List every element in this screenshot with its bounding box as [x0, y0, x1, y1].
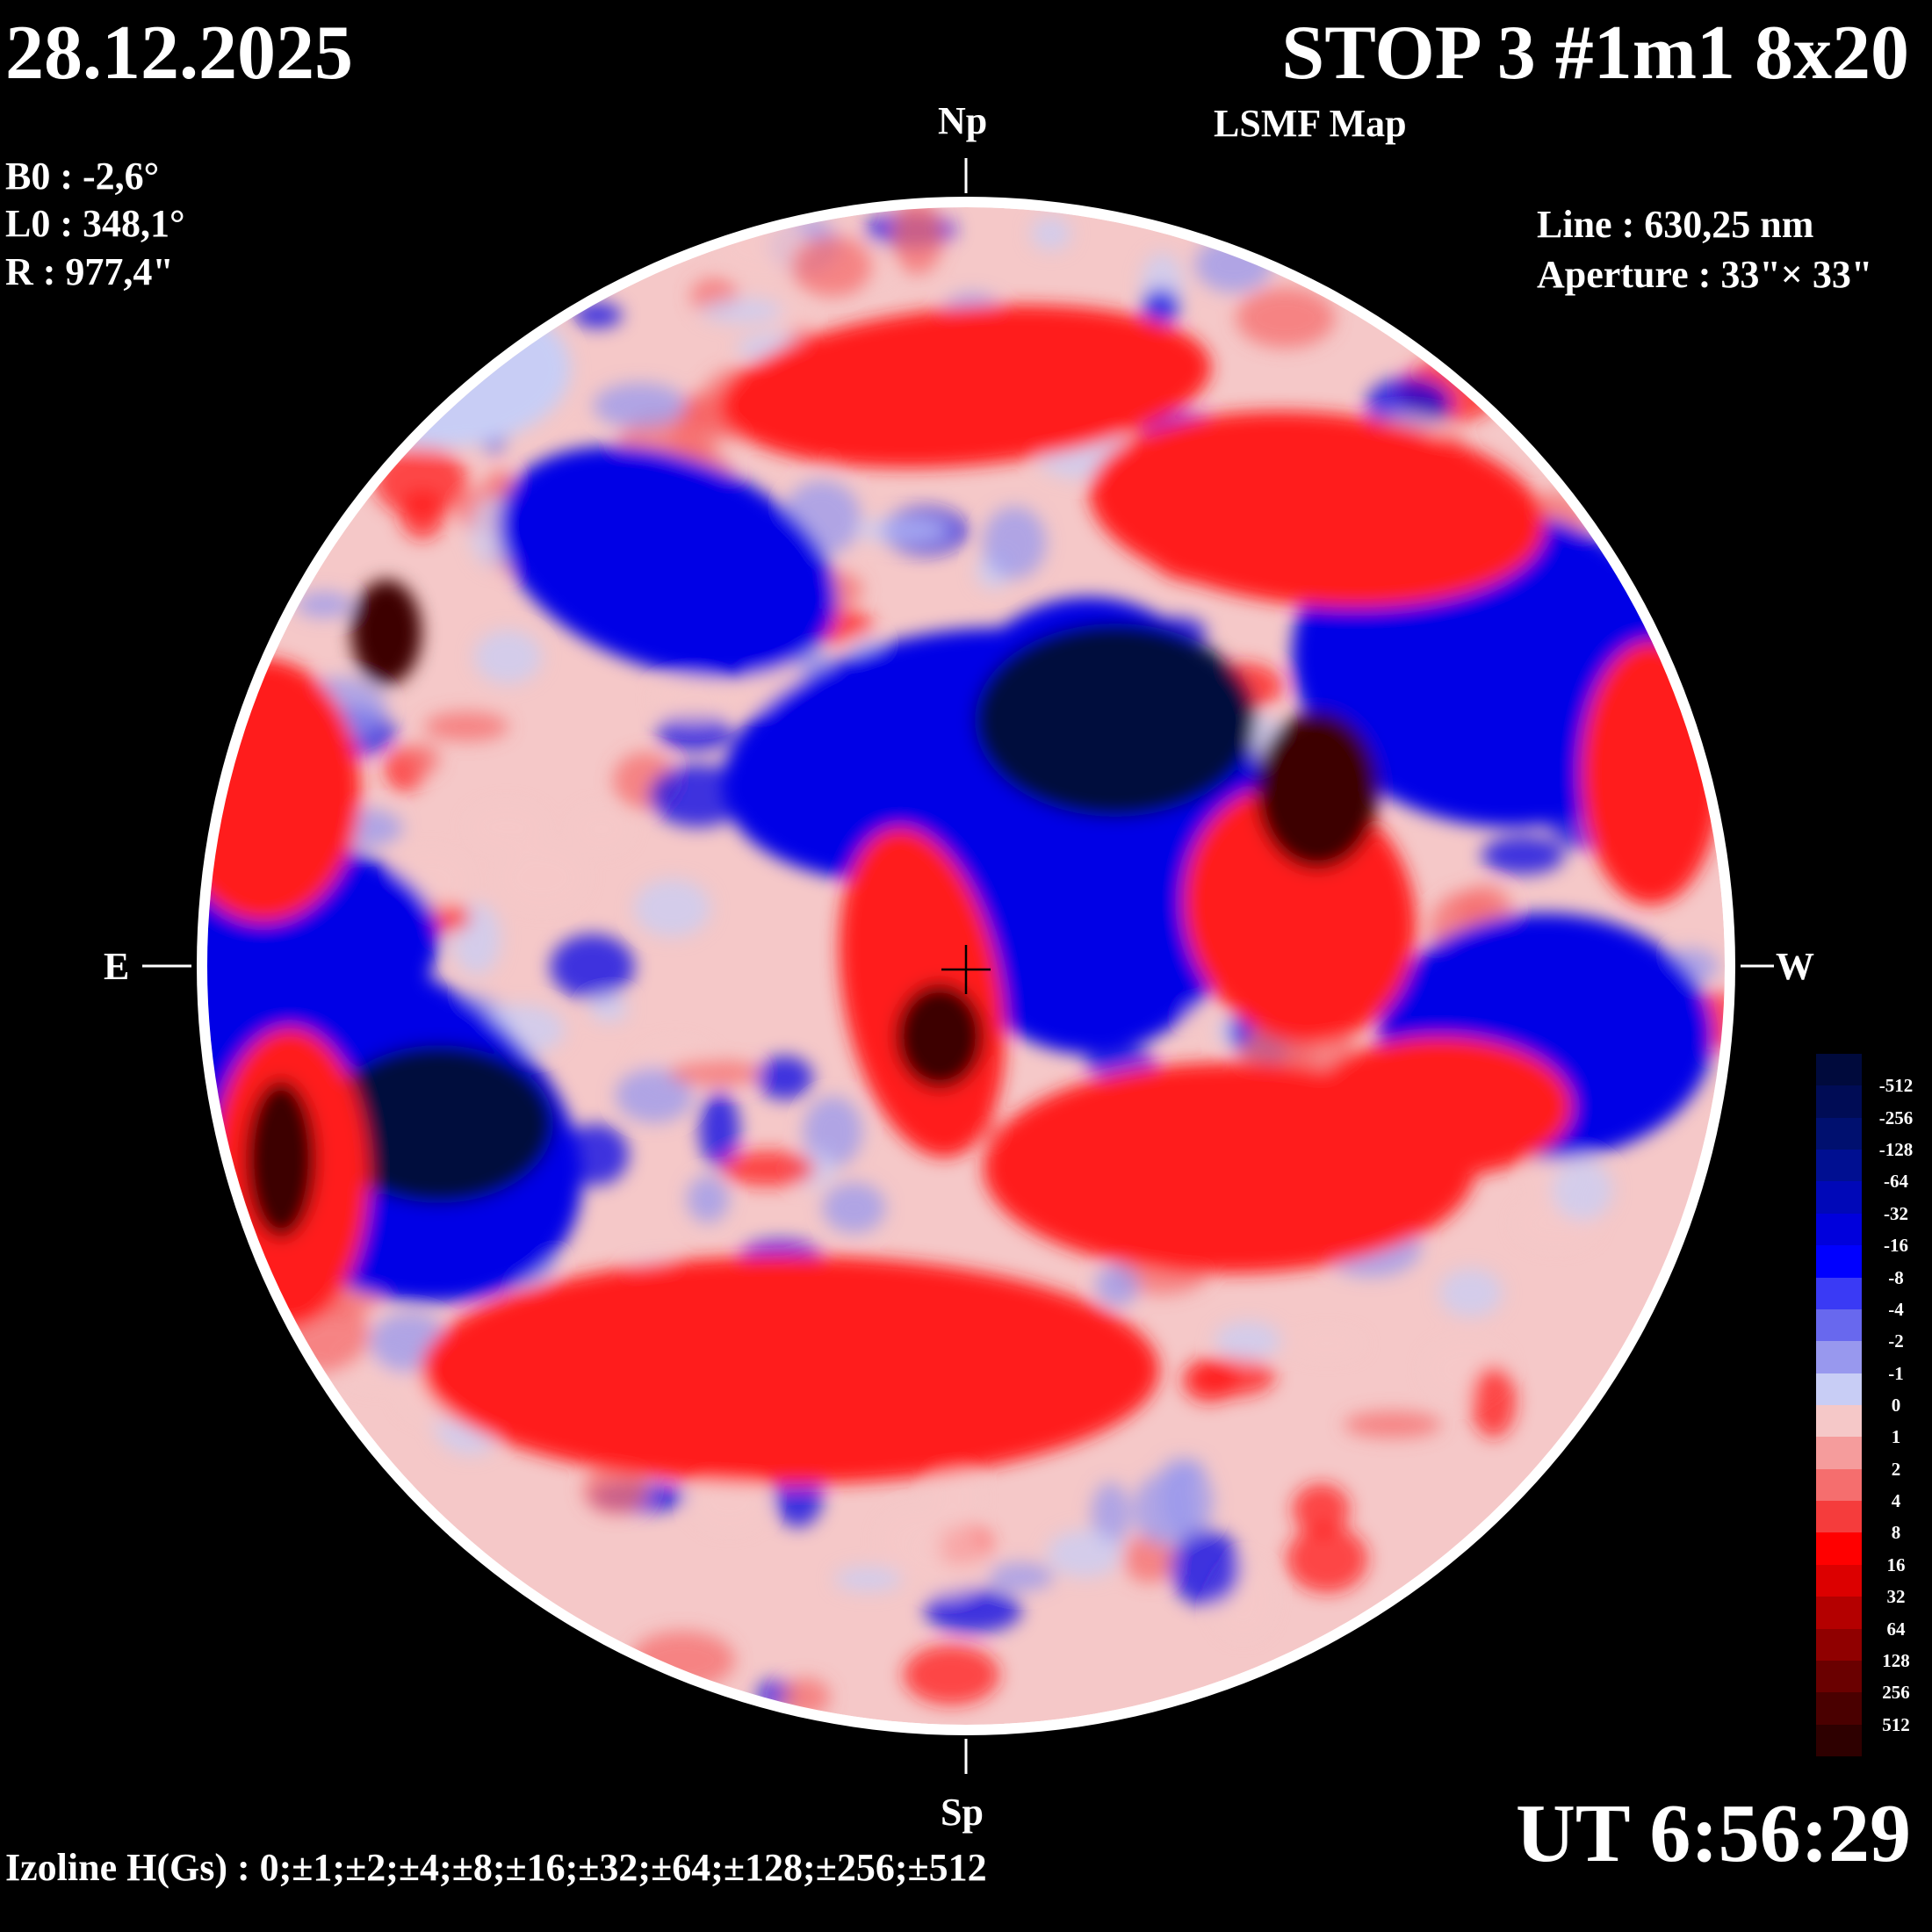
color-scale-cell: [1816, 1117, 1862, 1150]
field-texture: [207, 207, 1725, 1717]
color-scale-label: 2: [1891, 1458, 1901, 1480]
color-scale-label: -128: [1878, 1139, 1914, 1161]
spectral-line: Line : 630,25 nm: [1537, 203, 1814, 246]
color-scale-cell: [1816, 1501, 1862, 1533]
color-scale-label: 0: [1891, 1395, 1901, 1416]
color-scale-cell: [1816, 1150, 1862, 1182]
radius-value: R : 977,4": [5, 250, 174, 293]
color-scale-cell: [1816, 1308, 1862, 1342]
color-scale-cell: [1816, 1181, 1862, 1215]
color-scale-label: 8: [1891, 1522, 1901, 1544]
color-scale-label: 32: [1886, 1586, 1906, 1608]
color-scale-cell: [1816, 1373, 1862, 1406]
color-scale-label: -8: [1888, 1266, 1904, 1288]
color-scale-cell: [1816, 1277, 1862, 1310]
color-scale-cell: [1816, 1660, 1862, 1693]
color-scale-label: -32: [1884, 1202, 1908, 1224]
color-scale-cell: [1816, 1724, 1862, 1757]
color-scale-label: -512: [1878, 1075, 1914, 1097]
color-scale-label: 1: [1891, 1426, 1901, 1448]
color-scale-cell: [1816, 1437, 1862, 1470]
color-scale-label: -64: [1884, 1171, 1908, 1193]
east-label: E: [104, 945, 130, 988]
color-scale-cell: [1816, 1341, 1862, 1374]
color-scale-label: -256: [1878, 1107, 1914, 1128]
color-scale-label: 64: [1886, 1618, 1906, 1640]
ut-time: UT 6:56:29: [1516, 1788, 1911, 1879]
color-scale-cell: [1816, 1054, 1862, 1086]
color-scale-label: 4: [1891, 1490, 1901, 1512]
b0-value: B0 : -2,6°: [5, 155, 160, 198]
color-scale-cell: [1816, 1564, 1862, 1597]
center-crosshair: [941, 945, 991, 994]
page-title: STOP 3 #1m1 8x20: [1281, 11, 1909, 96]
color-scale-label: -4: [1888, 1298, 1904, 1320]
solar-disk: [207, 207, 1725, 1725]
color-scale-cell: [1816, 1405, 1862, 1438]
west-label: W: [1776, 945, 1814, 988]
color-scale-cell: [1816, 1692, 1862, 1726]
color-scale-cell: [1816, 1213, 1862, 1246]
ticks: [142, 158, 1774, 1774]
color-scale-label: 256: [1882, 1682, 1910, 1704]
color-scale-cell: [1816, 1245, 1862, 1279]
color-scale-cell: [1816, 1628, 1862, 1662]
color-scale-cell: [1816, 1468, 1862, 1502]
color-scale-cell: [1816, 1597, 1862, 1630]
color-scale-cell: [1816, 1085, 1862, 1119]
map-subtitle: LSMF Map: [1214, 102, 1407, 145]
l0-value: L0 : 348,1°: [5, 202, 185, 245]
color-scale-cell: [1816, 1532, 1862, 1566]
color-scale-label: -16: [1884, 1235, 1908, 1257]
isoline-legend: Izoline H(Gs) : 0;±1;±2;±4;±8;±16;±32;±6…: [5, 1846, 987, 1889]
color-scale-label: 128: [1882, 1649, 1910, 1671]
north-pole-label: Np: [938, 99, 988, 142]
south-pole-label: Sp: [941, 1791, 984, 1834]
color-scale-bar: [1816, 1054, 1862, 1757]
color-scale-label: -2: [1888, 1330, 1904, 1352]
observation-date: 28.12.2025: [5, 11, 353, 96]
aperture-size: Aperture : 33"× 33": [1537, 253, 1873, 296]
color-scale-label: 16: [1886, 1554, 1906, 1575]
color-scale-label: -1: [1888, 1362, 1904, 1384]
color-scale-label: 512: [1882, 1713, 1910, 1735]
